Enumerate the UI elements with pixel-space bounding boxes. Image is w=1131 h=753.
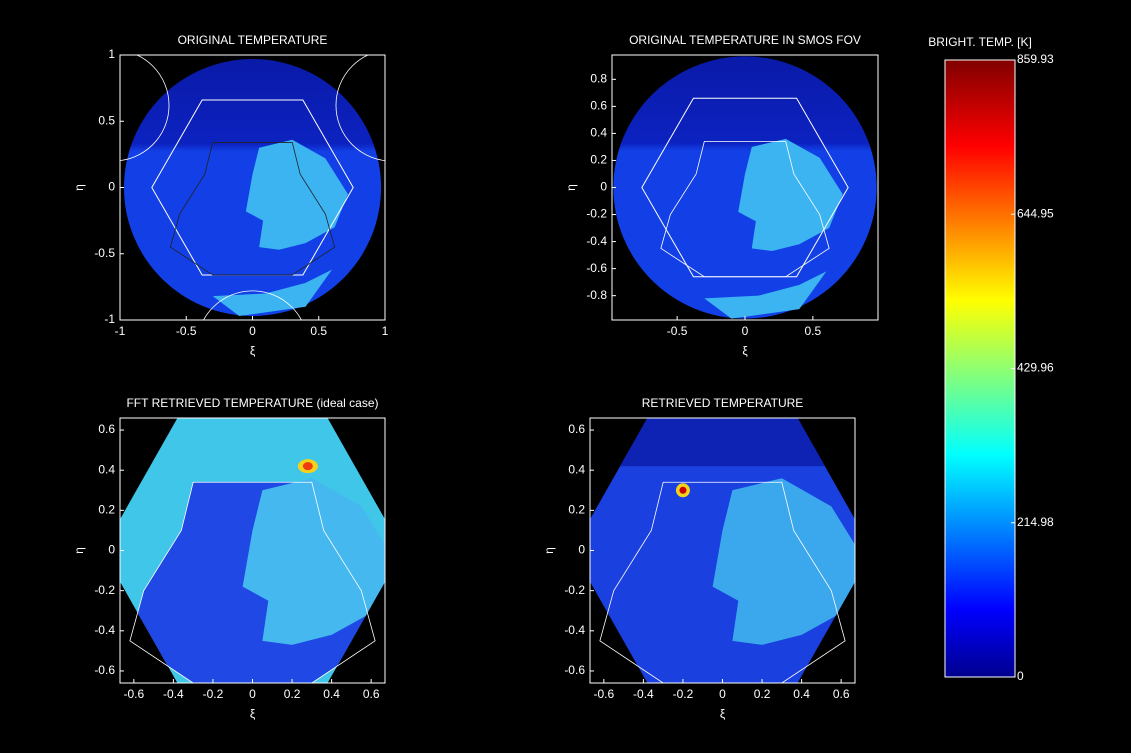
y-tick-label: 0.6 — [98, 422, 115, 436]
image-field — [572, 418, 873, 683]
y-tick-label: -1 — [104, 312, 115, 326]
x-tick-label: -0.6 — [593, 687, 614, 701]
y-tick-label: -0.4 — [94, 623, 115, 637]
hexagon-field — [102, 418, 403, 683]
chart-title: ORIGINAL TEMPERATURE — [178, 33, 328, 47]
chart-title: ORIGINAL TEMPERATURE IN SMOS FOV — [629, 33, 861, 47]
y-axis-label: η — [72, 547, 86, 554]
y-tick-label: 0 — [600, 180, 607, 194]
x-tick-label: 0 — [742, 324, 749, 338]
y-tick-label: -0.5 — [94, 246, 115, 260]
x-tick-label: 0 — [249, 324, 256, 338]
x-axis-label: ξ — [742, 344, 748, 358]
field-top — [590, 418, 855, 466]
y-tick-label: 0.2 — [590, 153, 607, 167]
y-tick-label: 0.8 — [590, 72, 607, 86]
x-tick-label: 0 — [249, 687, 256, 701]
colorbar-title: BRIGHT. TEMP. [K] — [928, 35, 1032, 49]
y-tick-label: 0 — [578, 543, 585, 557]
y-tick-label: -0.4 — [564, 623, 585, 637]
x-tick-label: -0.2 — [673, 687, 694, 701]
y-tick-label: 0.6 — [568, 422, 585, 436]
x-tick-label: 0.4 — [793, 687, 810, 701]
y-tick-label: 0.6 — [590, 99, 607, 113]
colorbar-tick-label: 0 — [1017, 669, 1024, 683]
y-tick-label: -0.2 — [94, 583, 115, 597]
chart-title: FFT RETRIEVED TEMPERATURE (ideal case) — [126, 396, 378, 410]
hot-spot — [303, 462, 313, 470]
x-tick-label: 1 — [382, 324, 389, 338]
y-axis-label: η — [564, 184, 578, 191]
y-tick-label: 0.2 — [98, 503, 115, 517]
y-tick-label: -0.2 — [564, 583, 585, 597]
x-tick-label: -0.4 — [633, 687, 654, 701]
x-tick-label: 0.5 — [310, 324, 327, 338]
image-field — [102, 418, 403, 683]
image-field — [613, 56, 876, 318]
y-tick-label: -0.2 — [586, 207, 607, 221]
y-tick-label: 0.2 — [568, 503, 585, 517]
x-tick-label: -0.2 — [203, 687, 224, 701]
figure: -1 -0.5 0 0.5 1 -1 -0.5 0 0.5 1 ORIGINAL TEMPERATU… — [0, 0, 1131, 753]
y-tick-label: 1 — [108, 47, 115, 61]
colorbar-tick-label: 214.98 — [1017, 515, 1054, 529]
colorbar-tick-label: 859.93 — [1017, 52, 1054, 66]
y-tick-label: -0.6 — [94, 663, 115, 677]
x-axis-label: ξ — [250, 707, 256, 721]
x-tick-label: -0.5 — [176, 324, 197, 338]
x-tick-label: 0.5 — [805, 324, 822, 338]
y-tick-label: -0.6 — [586, 261, 607, 275]
y-tick-label: 0.4 — [568, 462, 585, 476]
y-tick-label: 0.4 — [98, 462, 115, 476]
x-tick-label: 0.6 — [363, 687, 380, 701]
x-tick-label: -0.4 — [163, 687, 184, 701]
y-tick-label: -0.4 — [586, 234, 607, 248]
y-tick-label: 0 — [108, 180, 115, 194]
y-tick-label: 0.5 — [98, 113, 115, 127]
y-tick-label: 0 — [108, 543, 115, 557]
x-axis-label: ξ — [720, 707, 726, 721]
colorbar-tick-label: 429.96 — [1017, 361, 1054, 375]
y-axis-label: η — [542, 547, 556, 554]
colorbar-tick-label: 644.95 — [1017, 206, 1054, 220]
x-tick-label: 0.2 — [284, 687, 301, 701]
x-tick-label: 0.2 — [754, 687, 771, 701]
x-axis-label: ξ — [250, 344, 256, 358]
x-tick-label: -0.6 — [123, 687, 144, 701]
y-tick-label: 0.4 — [590, 126, 607, 140]
hot-spot — [679, 487, 686, 494]
x-tick-label: -1 — [115, 324, 126, 338]
x-tick-label: 0 — [719, 687, 726, 701]
page: -1 -0.5 0 0.5 1 -1 -0.5 0 0.5 1 ORIGINAL TEMPERATU… — [0, 0, 1131, 753]
y-tick-label: -0.8 — [586, 288, 607, 302]
colorbar — [945, 60, 1015, 677]
x-tick-label: 0.4 — [323, 687, 340, 701]
y-axis-label: η — [72, 184, 86, 191]
chart-title: RETRIEVED TEMPERATURE — [642, 396, 804, 410]
x-tick-label: -0.5 — [667, 324, 688, 338]
y-tick-label: -0.6 — [564, 663, 585, 677]
x-tick-label: 0.6 — [833, 687, 850, 701]
hexagon-field — [572, 418, 873, 683]
